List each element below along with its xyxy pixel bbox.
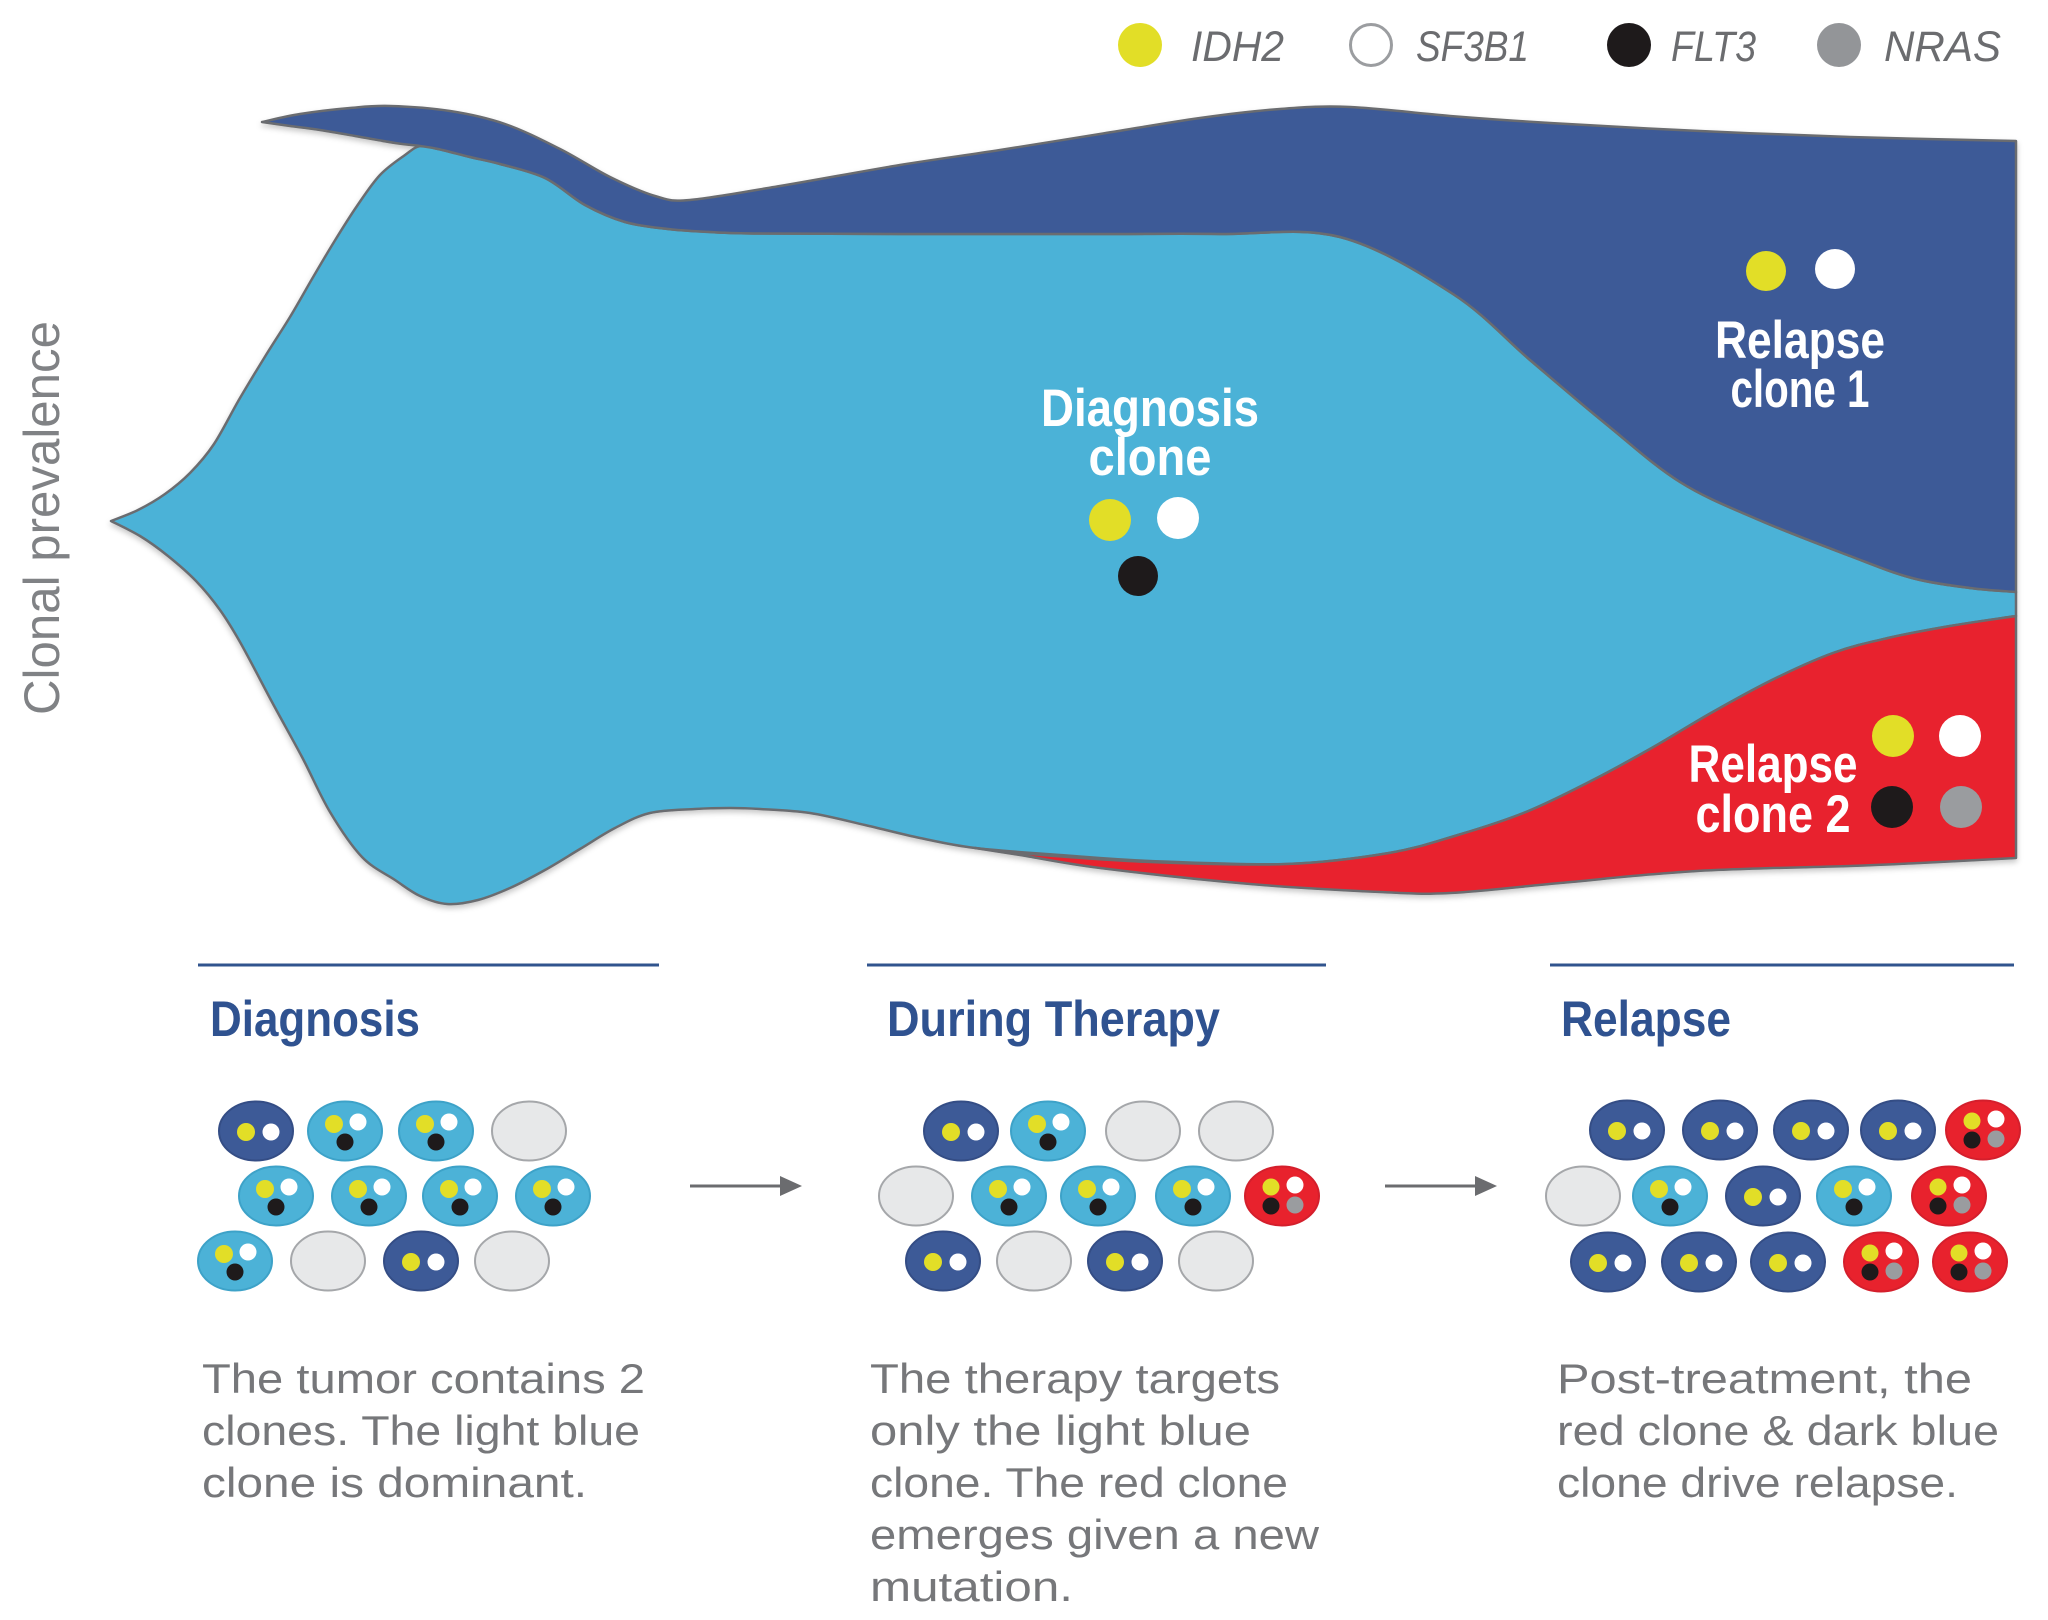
svg-text:only the light blue: only the light blue — [870, 1407, 1251, 1454]
svg-text:Diagnosis: Diagnosis — [210, 991, 420, 1047]
svg-text:Relapse: Relapse — [1689, 735, 1858, 794]
svg-text:red clone & dark blue: red clone & dark blue — [1557, 1407, 1999, 1454]
svg-text:During Therapy: During Therapy — [887, 991, 1220, 1047]
svg-text:IDH2: IDH2 — [1191, 23, 1284, 71]
svg-text:Diagnosis: Diagnosis — [1041, 379, 1259, 438]
svg-text:Relapse: Relapse — [1561, 991, 1731, 1047]
svg-text:clone: clone — [1089, 428, 1212, 487]
svg-text:clone is dominant.: clone is dominant. — [202, 1459, 587, 1506]
svg-text:Relapse: Relapse — [1715, 311, 1885, 370]
svg-text:clone drive relapse.: clone drive relapse. — [1557, 1459, 1958, 1506]
svg-text:clone 2: clone 2 — [1696, 785, 1851, 844]
svg-text:emerges given a new: emerges given a new — [870, 1511, 1320, 1558]
svg-text:FLT3: FLT3 — [1671, 23, 1756, 71]
svg-text:SF3B1: SF3B1 — [1416, 23, 1529, 71]
svg-text:Clonal prevalence: Clonal prevalence — [14, 321, 70, 715]
svg-text:The tumor contains 2: The tumor contains 2 — [202, 1355, 645, 1402]
svg-text:clones. The light blue: clones. The light blue — [202, 1407, 640, 1454]
svg-text:The therapy targets: The therapy targets — [870, 1355, 1280, 1402]
svg-text:mutation.: mutation. — [870, 1563, 1073, 1610]
svg-text:NRAS: NRAS — [1884, 23, 2001, 71]
svg-text:clone 1: clone 1 — [1731, 360, 1870, 419]
svg-text:clone. The red clone: clone. The red clone — [870, 1459, 1288, 1506]
svg-text:Post-treatment, the: Post-treatment, the — [1557, 1355, 1972, 1402]
